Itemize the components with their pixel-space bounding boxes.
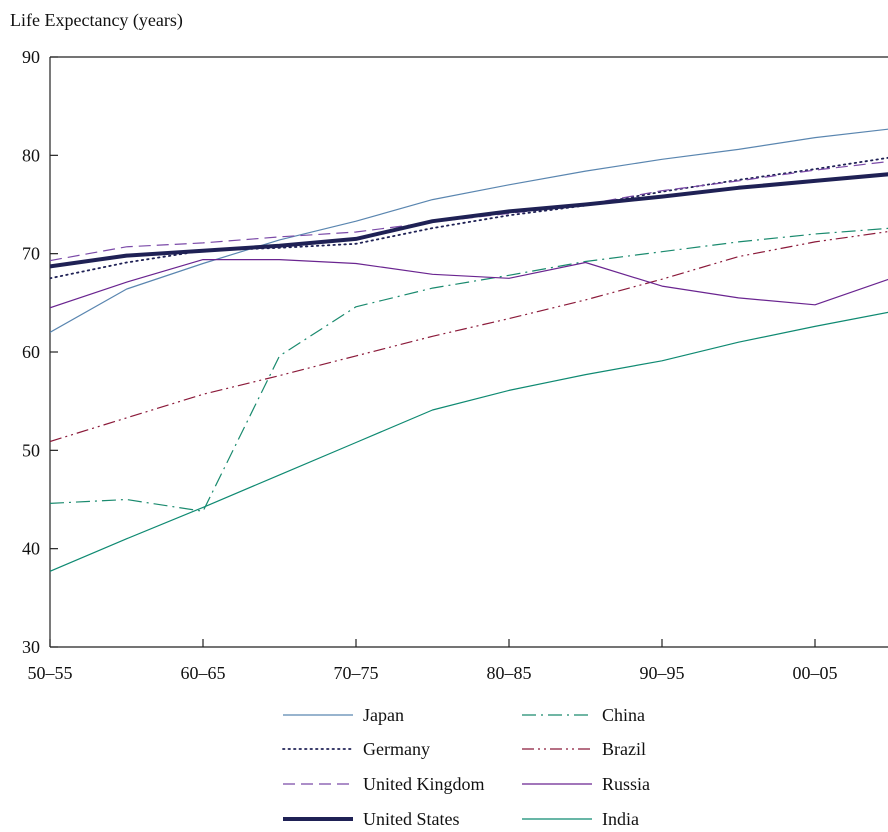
series-line-brazil: [50, 230, 888, 443]
series-line-united-states: [50, 172, 888, 269]
y-tick-label: 80: [22, 145, 40, 165]
x-tick-label: 80–85: [487, 663, 532, 683]
legend-label-united-kingdom: United Kingdom: [363, 774, 485, 794]
y-tick-label: 70: [22, 244, 40, 264]
y-tick-label: 30: [22, 637, 40, 657]
series-line-russia: [50, 259, 888, 309]
legend-label-russia: Russia: [602, 774, 650, 794]
legend-label-brazil: Brazil: [602, 739, 646, 759]
series-line-china: [50, 227, 888, 512]
y-tick-label: 40: [22, 539, 40, 559]
legend-label-japan: Japan: [363, 705, 404, 725]
legend-label-united-states: United States: [363, 809, 460, 829]
y-tick-label: 60: [22, 342, 40, 362]
series-line-india: [50, 311, 888, 572]
y-tick-label: 50: [22, 440, 40, 460]
legend-label-india: India: [602, 809, 639, 829]
x-tick-label: 90–95: [640, 663, 685, 683]
x-tick-label: 50–55: [28, 663, 73, 683]
y-tick-label: 90: [22, 47, 40, 67]
x-tick-label: 70–75: [334, 663, 379, 683]
legend-label-china: China: [602, 705, 645, 725]
x-tick-label: 60–65: [181, 663, 226, 683]
y-axis-title: Life Expectancy (years): [10, 10, 183, 30]
series-line-japan: [50, 128, 888, 333]
legend-label-germany: Germany: [363, 739, 430, 759]
x-tick-label: 00–05: [793, 663, 838, 683]
